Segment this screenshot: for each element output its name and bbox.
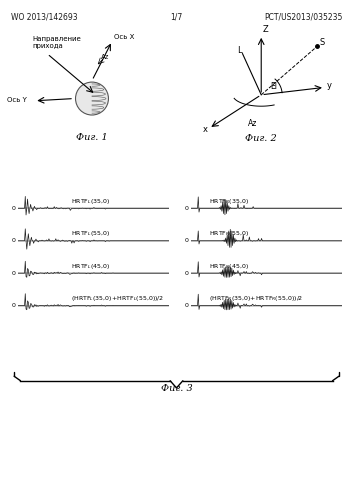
Text: x: x [203, 125, 208, 134]
Text: Az: Az [248, 119, 257, 128]
Text: 0: 0 [12, 303, 16, 308]
Text: 0: 0 [185, 206, 189, 211]
Text: WO 2013/142693: WO 2013/142693 [11, 12, 77, 21]
Text: HRTF$_R$(45,0): HRTF$_R$(45,0) [209, 261, 249, 270]
Text: Фиг. 2: Фиг. 2 [245, 134, 277, 143]
Text: Az: Az [101, 54, 109, 60]
Text: S: S [319, 38, 325, 47]
Text: Фиг. 3: Фиг. 3 [161, 384, 192, 393]
Text: El: El [270, 82, 277, 91]
Text: (HRTF$_L$(35,0)+HRTF$_L$(55,0))/2: (HRTF$_L$(35,0)+HRTF$_L$(55,0))/2 [71, 294, 164, 303]
Text: HRTF$_R$(35,0): HRTF$_R$(35,0) [209, 197, 249, 206]
Text: Направление
прихода: Направление прихода [32, 36, 81, 49]
Text: 1/7: 1/7 [170, 12, 183, 21]
Text: y: y [327, 81, 332, 90]
Text: Фиг. 1: Фиг. 1 [76, 133, 108, 142]
Text: Z: Z [263, 25, 269, 34]
Text: HRTF$_L$(35,0): HRTF$_L$(35,0) [71, 197, 110, 206]
Text: PCT/US2013/035235: PCT/US2013/035235 [264, 12, 342, 21]
Text: 0: 0 [12, 206, 16, 211]
Circle shape [76, 82, 108, 115]
Text: L: L [237, 46, 242, 55]
Text: 0: 0 [185, 238, 189, 244]
Text: HRTF$_R$(55,0): HRTF$_R$(55,0) [209, 229, 249, 238]
Text: 0: 0 [185, 303, 189, 308]
Text: (HRTF$_R$(35,0)+HRTF$_R$(55,0))/2: (HRTF$_R$(35,0)+HRTF$_R$(55,0))/2 [209, 294, 303, 303]
Text: 0: 0 [12, 238, 16, 244]
Text: 0: 0 [185, 270, 189, 276]
Text: Ось Y: Ось Y [7, 97, 27, 103]
Text: HRTF$_L$(45,0): HRTF$_L$(45,0) [71, 261, 110, 270]
Text: HRTF$_L$(55,0): HRTF$_L$(55,0) [71, 229, 110, 238]
Text: 0: 0 [12, 270, 16, 276]
Text: Ось X: Ось X [114, 34, 135, 40]
